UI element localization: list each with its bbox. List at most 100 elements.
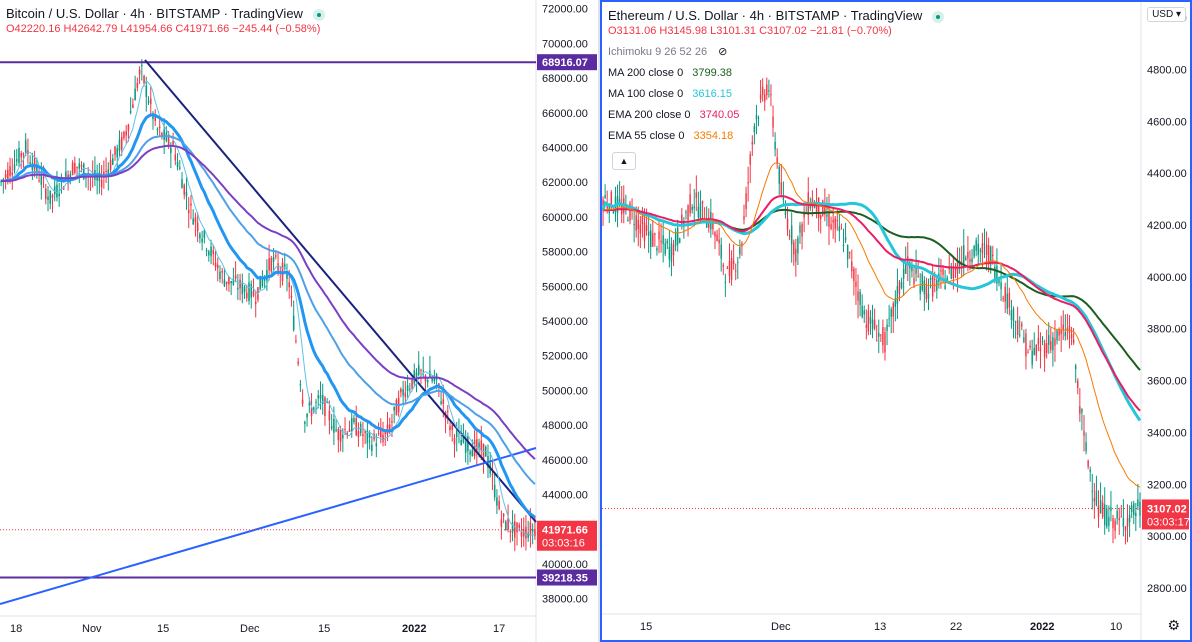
- candle-body: [1016, 320, 1019, 335]
- candle-body: [633, 223, 635, 226]
- indicator-ema200[interactable]: EMA 200 close 0 3740.05: [608, 109, 740, 121]
- candle-body: [1079, 406, 1081, 414]
- x-tick-label: Dec: [240, 623, 260, 635]
- btc-chart-pane[interactable]: 38000.0040000.0042000.0044000.0046000.00…: [0, 0, 598, 642]
- candle-body: [668, 246, 671, 260]
- candle-body: [288, 282, 290, 288]
- candle-body: [275, 255, 277, 257]
- candle-body: [362, 434, 364, 436]
- candle-body: [313, 407, 315, 412]
- hidden-eye-icon[interactable]: ⊘: [718, 46, 728, 58]
- candle-body: [1110, 507, 1112, 511]
- pane-divider[interactable]: [598, 0, 600, 642]
- candle-body: [1072, 339, 1075, 344]
- candle-body: [904, 263, 907, 274]
- candle-body: [375, 443, 378, 447]
- ema-55-line: [602, 162, 1141, 488]
- gear-icon[interactable]: ⚙: [1167, 617, 1180, 633]
- candle-body: [132, 104, 134, 108]
- candle-body: [147, 101, 150, 103]
- eth-chart-canvas[interactable]: 2800.00 3000.00 3200.00 3400.00 3600.00 3800.…: [602, 2, 1190, 640]
- candle-body: [654, 233, 656, 235]
- candle-body: [1130, 505, 1133, 512]
- candle-body: [234, 275, 237, 279]
- market-open-icon: [312, 8, 325, 21]
- candle-body: [464, 441, 467, 453]
- candle-body: [82, 163, 85, 180]
- candle-body: [801, 224, 803, 237]
- candle-body: [476, 439, 478, 451]
- candle-body: [56, 184, 58, 198]
- candle-body: [934, 278, 936, 280]
- candle-body: [38, 180, 40, 182]
- candle-body: [1085, 441, 1087, 452]
- candle-body: [952, 267, 955, 278]
- candle-body: [359, 423, 362, 434]
- candle-body: [998, 278, 1000, 284]
- btc-ohlc: O42220.16 H42642.79 L41954.66 C41971.66 …: [6, 23, 321, 35]
- candle-body: [290, 295, 293, 298]
- candle-body: [658, 231, 660, 240]
- candle-body: [718, 239, 720, 244]
- candle-body: [830, 224, 832, 229]
- candle-body: [230, 281, 232, 284]
- x-tick-label: 18: [10, 623, 22, 635]
- candle-body: [660, 240, 662, 243]
- candle-body: [335, 429, 337, 431]
- candle-body: [985, 244, 988, 256]
- indicator-ema55[interactable]: EMA 55 close 0 3354.18: [608, 130, 734, 142]
- currency-select[interactable]: USD ▾: [1147, 7, 1186, 22]
- candle-body: [612, 211, 615, 213]
- indicator-ma200[interactable]: MA 200 close 0 3799.38: [608, 67, 733, 79]
- indicator-ichimoku[interactable]: Ichimoku 9 26 52 26 ⊘: [608, 46, 728, 58]
- candle-body: [45, 188, 47, 199]
- candle-body: [143, 75, 145, 84]
- candle-body: [15, 159, 18, 162]
- candle-body: [42, 176, 45, 179]
- candle-body: [1033, 347, 1035, 355]
- x-tick-label: 10: [1110, 621, 1122, 633]
- btc-chart-canvas[interactable]: 38000.0040000.0042000.0044000.0046000.00…: [0, 0, 598, 642]
- collapse-legend-button[interactable]: ▲: [612, 152, 636, 170]
- candle-body: [786, 218, 789, 230]
- candle-body: [929, 277, 932, 280]
- y-tick-label: 44000.00: [542, 490, 588, 502]
- candle-body: [759, 94, 762, 100]
- candle-body: [208, 251, 210, 256]
- y-tick-label: 60000.00: [542, 212, 588, 224]
- candle-body: [141, 64, 143, 67]
- candle-body: [509, 530, 512, 533]
- candle-body: [865, 324, 868, 328]
- candle-body: [1068, 325, 1071, 334]
- eth-chart-pane[interactable]: 2800.00 3000.00 3200.00 3400.00 3600.00 3800.…: [600, 0, 1192, 642]
- candle-body: [780, 182, 783, 195]
- candle-body: [246, 292, 248, 299]
- candle-body: [670, 242, 673, 262]
- y-tick-label: 3600.00: [1147, 376, 1187, 388]
- candle-body: [239, 279, 241, 289]
- candle-body: [942, 268, 944, 275]
- candle-body: [776, 157, 778, 164]
- candle-body: [221, 270, 223, 273]
- candle-body: [1008, 292, 1011, 308]
- candle-body: [308, 403, 311, 406]
- candle-body: [451, 424, 454, 431]
- candle-body: [163, 129, 165, 140]
- candle-body: [641, 216, 644, 225]
- y-tick-label: 70000.00: [542, 38, 588, 50]
- candle-body: [306, 414, 308, 418]
- candle-body: [406, 385, 409, 392]
- candle-body: [861, 305, 863, 318]
- candle-body: [691, 206, 693, 211]
- candle-body: [898, 281, 901, 294]
- candle-body: [266, 270, 268, 281]
- y-tick-label: 2800.00: [1147, 583, 1187, 595]
- candle-body: [138, 69, 141, 75]
- candle-body: [1004, 286, 1006, 302]
- candle-body: [328, 410, 331, 421]
- candle-body: [1133, 503, 1135, 516]
- indicator-ma100[interactable]: MA 100 close 0 3616.15: [608, 88, 733, 100]
- candle-body: [714, 232, 716, 237]
- candle-body: [799, 225, 801, 233]
- candle-body: [1077, 380, 1079, 388]
